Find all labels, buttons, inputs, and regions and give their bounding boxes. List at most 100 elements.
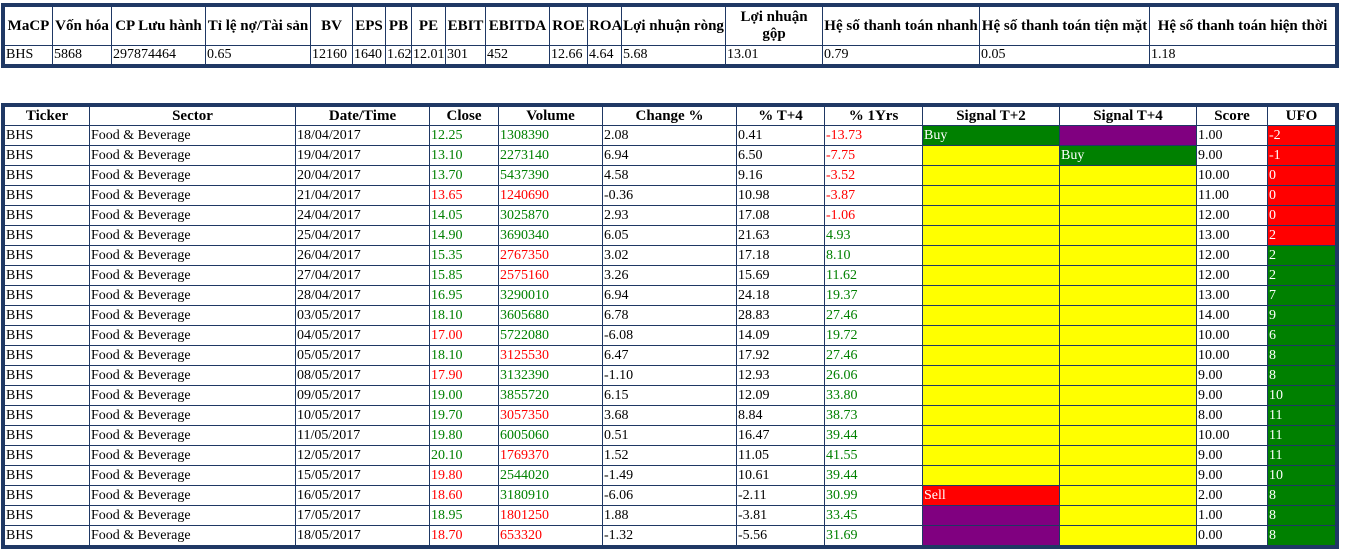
ufo-cell: 0 <box>1267 165 1336 186</box>
date-cell: 18/05/2017 <box>295 525 430 546</box>
sector-cell: Food & Beverage <box>89 185 296 206</box>
signal-t2-cell <box>922 165 1060 186</box>
column-header: Close <box>429 106 499 126</box>
fundamentals-header-cell: CP Lưu hành <box>111 6 206 46</box>
fundamentals-value-cell: 1.62 <box>385 45 412 65</box>
ufo-cell: 10 <box>1267 385 1336 406</box>
ufo-cell: 8 <box>1267 365 1336 386</box>
date-cell: 24/04/2017 <box>295 205 430 226</box>
signal-t4-cell <box>1059 525 1197 546</box>
table-row: BHS Food & Beverage 27/04/2017 15.85 2575160… <box>4 265 1336 286</box>
close-cell: 13.10 <box>429 145 499 166</box>
ticker-cell: BHS <box>4 385 90 406</box>
table-row: BHS Food & Beverage 11/05/2017 19.80 6005060… <box>4 425 1336 446</box>
score-cell: 8.00 <box>1196 405 1268 426</box>
sector-cell: Food & Beverage <box>89 385 296 406</box>
score-cell: 13.00 <box>1196 225 1268 246</box>
ticker-cell: BHS <box>4 145 90 166</box>
score-cell: 9.00 <box>1196 145 1268 166</box>
table-row: BHS Food & Beverage 18/04/2017 12.25 1308390… <box>4 125 1336 146</box>
t4-cell: 10.61 <box>736 465 825 486</box>
date-cell: 03/05/2017 <box>295 305 430 326</box>
t4-cell: 12.09 <box>736 385 825 406</box>
date-cell: 20/04/2017 <box>295 165 430 186</box>
ticker-cell: BHS <box>4 365 90 386</box>
one-year-cell: 19.37 <box>824 285 923 306</box>
sector-cell: Food & Beverage <box>89 145 296 166</box>
one-year-cell: 39.44 <box>824 425 923 446</box>
ticker-cell: BHS <box>4 185 90 206</box>
signal-t4-cell <box>1059 225 1197 246</box>
fundamentals-header-cell: Lợi nhuận ròng <box>621 6 726 46</box>
fundamentals-value-cell: 0.65 <box>205 45 311 65</box>
sector-cell: Food & Beverage <box>89 285 296 306</box>
signal-t4-cell <box>1059 165 1197 186</box>
fundamentals-value-cell: BHS <box>4 45 53 65</box>
signal-t2-cell <box>922 505 1060 526</box>
one-year-cell: 33.45 <box>824 505 923 526</box>
fundamentals-value-cell: 12.01 <box>411 45 446 65</box>
table-row: BHS Food & Beverage 26/04/2017 15.35 2767350… <box>4 245 1336 266</box>
change-cell: -1.32 <box>602 525 737 546</box>
score-cell: 9.00 <box>1196 465 1268 486</box>
fundamentals-header-cell: Hệ số thanh toán tiện mặt <box>979 6 1150 46</box>
signal-t4-cell <box>1059 505 1197 526</box>
one-year-cell: 27.46 <box>824 305 923 326</box>
fundamentals-header-cell: ROE <box>549 6 588 46</box>
close-cell: 18.10 <box>429 345 499 366</box>
signal-t2-cell <box>922 365 1060 386</box>
change-cell: 6.94 <box>602 285 737 306</box>
date-cell: 04/05/2017 <box>295 325 430 346</box>
signal-t2-cell <box>922 425 1060 446</box>
table-row: BHS Food & Beverage 17/05/2017 18.95 1801250… <box>4 505 1336 526</box>
fundamentals-value-cell: 1640 <box>352 45 386 65</box>
close-cell: 16.95 <box>429 285 499 306</box>
change-cell: 1.88 <box>602 505 737 526</box>
column-header: Score <box>1196 106 1268 126</box>
ufo-cell: 8 <box>1267 485 1336 506</box>
t4-cell: 0.41 <box>736 125 825 146</box>
sector-cell: Food & Beverage <box>89 205 296 226</box>
sector-cell: Food & Beverage <box>89 345 296 366</box>
ufo-cell: 8 <box>1267 525 1336 546</box>
close-cell: 12.25 <box>429 125 499 146</box>
t4-cell: 17.08 <box>736 205 825 226</box>
table-row: BHS Food & Beverage 16/05/2017 18.60 3180910… <box>4 485 1336 506</box>
column-header: Sector <box>89 106 296 126</box>
volume-cell: 2575160 <box>498 265 603 286</box>
fundamentals-header-cell: Vốn hóa <box>52 6 112 46</box>
signal-t4-cell <box>1059 285 1197 306</box>
ufo-cell: 8 <box>1267 345 1336 366</box>
change-cell: -6.08 <box>602 325 737 346</box>
one-year-cell: -1.06 <box>824 205 923 226</box>
date-cell: 21/04/2017 <box>295 185 430 206</box>
fundamentals-value-cell: 5.68 <box>621 45 726 65</box>
volume-cell: 1801250 <box>498 505 603 526</box>
close-cell: 13.70 <box>429 165 499 186</box>
ticker-cell: BHS <box>4 325 90 346</box>
ufo-cell: 11 <box>1267 445 1336 466</box>
date-cell: 27/04/2017 <box>295 265 430 286</box>
score-cell: 14.00 <box>1196 305 1268 326</box>
signal-t2-cell: Sell <box>922 485 1060 506</box>
fundamentals-header-cell: Hệ số thanh toán nhanh <box>822 6 980 46</box>
one-year-cell: 8.10 <box>824 245 923 266</box>
change-cell: 6.47 <box>602 345 737 366</box>
fundamentals-value-cell: 4.64 <box>587 45 622 65</box>
score-cell: 9.00 <box>1196 385 1268 406</box>
ticker-cell: BHS <box>4 225 90 246</box>
table-row: BHS Food & Beverage 04/05/2017 17.00 5722080… <box>4 325 1336 346</box>
table-row: BHS Food & Beverage 10/05/2017 19.70 3057350… <box>4 405 1336 426</box>
column-header: Signal T+2 <box>922 106 1060 126</box>
sector-cell: Food & Beverage <box>89 525 296 546</box>
ufo-cell: -2 <box>1267 125 1336 146</box>
t4-cell: 21.63 <box>736 225 825 246</box>
close-cell: 19.80 <box>429 465 499 486</box>
ufo-cell: 11 <box>1267 425 1336 446</box>
fundamentals-value-cell: 297874464 <box>111 45 206 65</box>
date-cell: 16/05/2017 <box>295 485 430 506</box>
date-cell: 12/05/2017 <box>295 445 430 466</box>
fundamentals-header-cell: MaCP <box>4 6 53 46</box>
volume-cell: 2273140 <box>498 145 603 166</box>
sector-cell: Food & Beverage <box>89 365 296 386</box>
